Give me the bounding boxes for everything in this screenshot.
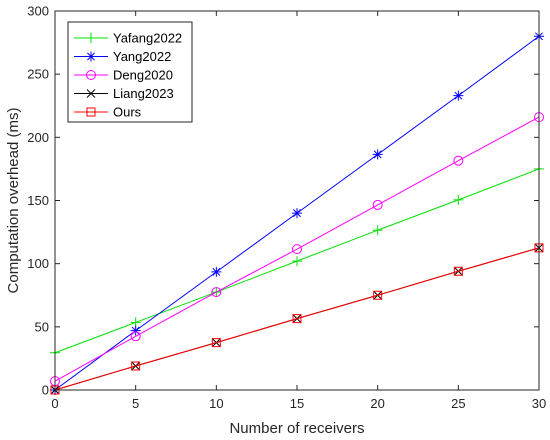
legend-label: Yang2022: [113, 49, 171, 64]
y-axis-title: Computation overhead (ms): [5, 108, 22, 294]
data-point: [130, 325, 141, 336]
asterisk-d2: [131, 326, 140, 335]
circle-marker: [86, 70, 96, 80]
x-marker-b: [86, 89, 96, 98]
circle-marker: [453, 155, 464, 166]
data-point: [453, 155, 464, 166]
circle-marker: [372, 199, 383, 210]
legend-entry: Deng2020: [74, 68, 173, 83]
series-layer: [50, 31, 544, 395]
y-tick-label: 0: [42, 383, 49, 398]
legend-label: Deng2020: [113, 68, 173, 83]
legend-entry: Liang2023: [74, 86, 174, 101]
asterisk-d2: [454, 91, 463, 100]
series-Ours: [50, 243, 544, 395]
data-point: [453, 266, 463, 276]
circle-marker: [211, 287, 222, 298]
x-axis-title: Number of receivers: [229, 420, 364, 437]
asterisk-d2: [373, 150, 382, 159]
square-marker: [453, 266, 463, 276]
data-point: [372, 225, 383, 236]
legend-marker: [86, 33, 96, 43]
legend-label: Ours: [113, 105, 142, 120]
y-tick-label: 50: [35, 319, 49, 334]
data-point: [211, 338, 221, 348]
legend-entry: Yang2022: [74, 49, 171, 64]
legend-box: [67, 21, 193, 123]
legend-label: Liang2023: [113, 86, 174, 101]
data-point: [292, 256, 302, 267]
square-marker: [373, 290, 383, 300]
square-marker: [131, 361, 141, 371]
series-Deng2020: [50, 112, 544, 387]
x-tick-label: 0: [51, 396, 58, 411]
y-tick-label: 300: [27, 4, 49, 19]
asterisk-d2: [212, 267, 221, 276]
legend-marker: [86, 51, 96, 62]
x-tick-label: 30: [532, 396, 546, 411]
legend-entry: Ours: [74, 105, 142, 120]
asterisk-d2: [87, 52, 95, 61]
data-point: [453, 194, 464, 205]
circle-marker: [130, 331, 141, 342]
y-tick-label: 250: [27, 67, 49, 82]
data-point: [130, 331, 141, 342]
legend-entry: Yafang2022: [74, 31, 182, 46]
x-tick-label: 15: [290, 396, 304, 411]
x-tick-label: 10: [209, 396, 223, 411]
x-tick-label: 5: [132, 396, 139, 411]
circle-marker: [292, 244, 302, 255]
data-point: [372, 149, 383, 160]
square-marker: [292, 314, 302, 324]
y-tick-label: 150: [27, 193, 49, 208]
y-tick-label: 100: [27, 256, 49, 271]
legend-marker: [86, 107, 96, 117]
legend-label: Yafang2022: [113, 31, 182, 46]
x-tick-label: 20: [370, 396, 384, 411]
data-point: [211, 266, 222, 277]
data-point: [292, 208, 302, 219]
series-line: [54, 116, 540, 382]
legend: Yafang2022 Yang2022 Deng2020 Liang2023 Ours: [67, 21, 193, 123]
data-point: [292, 244, 302, 255]
square-marker: [211, 338, 221, 348]
y-tick-label: 200: [27, 130, 49, 145]
legend-marker: [86, 70, 96, 80]
data-point: [211, 287, 222, 298]
asterisk-d2: [293, 209, 301, 218]
data-point: [372, 199, 383, 210]
square-marker: [86, 107, 96, 117]
data-point: [131, 361, 141, 371]
data-point: [373, 290, 383, 300]
legend-marker: [86, 89, 96, 98]
data-point: [292, 314, 302, 324]
data-point: [453, 90, 464, 101]
series-line: [54, 247, 540, 391]
x-tick-label: 25: [451, 396, 465, 411]
